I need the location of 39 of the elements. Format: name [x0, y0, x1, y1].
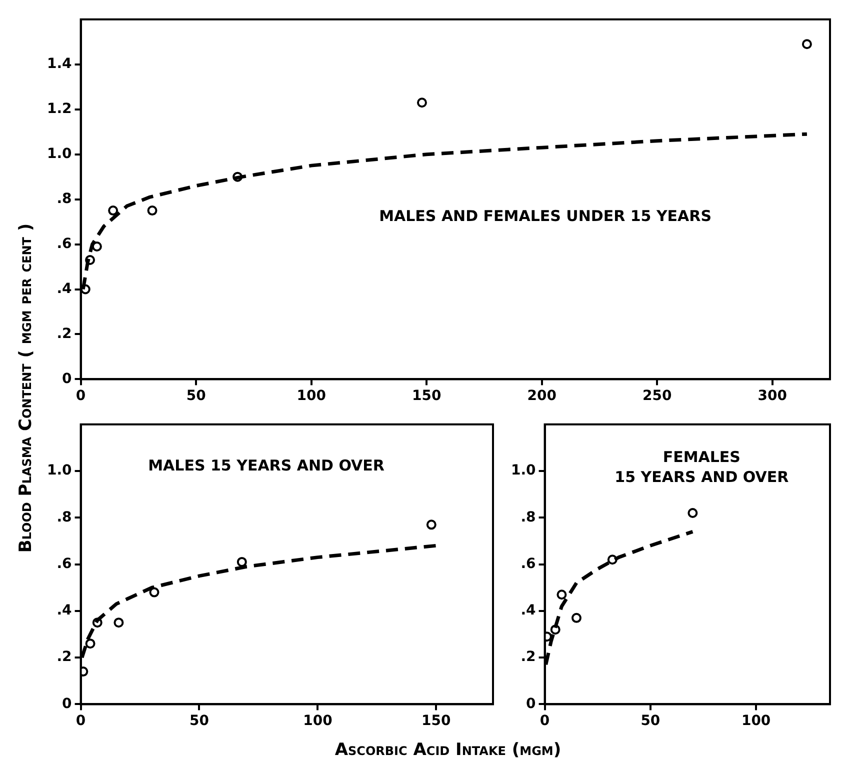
y-tick-label: 0	[62, 370, 72, 387]
y-tick-label: 1.2	[46, 100, 72, 117]
y-tick-label: 1.0	[46, 146, 72, 162]
x-tick-label: 100	[303, 713, 333, 730]
text: MALES 15 YEARS AND OVER	[148, 456, 385, 474]
y-tick-label: .6	[56, 556, 72, 572]
y-tick-label: .4	[520, 602, 536, 619]
x-tick-label: 100	[741, 713, 771, 730]
y-tick-label: .2	[56, 326, 72, 342]
y-tick-label: .6	[56, 236, 72, 252]
x-tick-label: 0	[76, 713, 86, 730]
y-tick-label: .4	[56, 280, 72, 297]
x-tick-label: 0	[76, 388, 86, 404]
y-tick-label: .6	[520, 556, 536, 572]
text: MALES AND FEMALES UNDER 15 YEARS	[379, 207, 712, 226]
y-tick-label: .2	[56, 649, 72, 666]
y-tick-label: .8	[56, 190, 72, 207]
y-tick-label: 0	[526, 696, 536, 712]
y-tick-label: 1.0	[46, 462, 72, 479]
x-tick-label: 100	[296, 388, 326, 404]
x-tick-label: 50	[640, 713, 660, 730]
x-tick-label: 150	[422, 713, 452, 730]
x-tick-label: 200	[527, 388, 557, 404]
text: FEMALES 15 YEARS AND OVER	[614, 448, 790, 486]
x-tick-label: 300	[758, 388, 788, 404]
x-tick-label: 250	[642, 388, 672, 404]
y-tick-label: 0	[62, 696, 72, 712]
x-tick-label: 0	[540, 713, 550, 730]
y-tick-label: .4	[56, 602, 72, 619]
y-axis-title: Blood Plasma Content ( mgm per cent )	[16, 223, 36, 553]
x-tick-label: 50	[186, 388, 206, 404]
y-tick-label: .8	[520, 509, 536, 526]
y-tick-label: 1.4	[46, 56, 72, 72]
x-tick-label: 150	[412, 388, 442, 404]
x-tick-label: 50	[190, 713, 210, 730]
y-tick-label: 1.0	[510, 462, 536, 479]
y-tick-label: .2	[520, 649, 536, 666]
x-axis-title: Ascorbic Acid Intake (mgm)	[334, 740, 562, 760]
y-tick-label: .8	[56, 509, 72, 526]
